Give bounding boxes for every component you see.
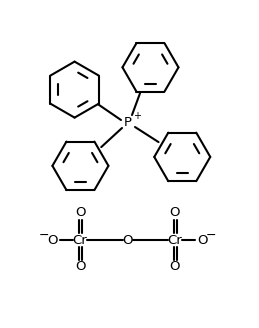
Text: O: O xyxy=(122,234,133,247)
Text: O: O xyxy=(198,234,208,247)
Text: O: O xyxy=(170,260,180,274)
Text: +: + xyxy=(133,111,141,121)
Text: P: P xyxy=(124,116,132,130)
Text: O: O xyxy=(75,260,85,274)
Text: −: − xyxy=(206,229,216,241)
Text: Cr: Cr xyxy=(73,234,87,247)
Text: O: O xyxy=(75,207,85,219)
Text: −: − xyxy=(39,229,49,241)
Text: Cr: Cr xyxy=(168,234,182,247)
Text: O: O xyxy=(47,234,57,247)
Text: O: O xyxy=(170,207,180,219)
